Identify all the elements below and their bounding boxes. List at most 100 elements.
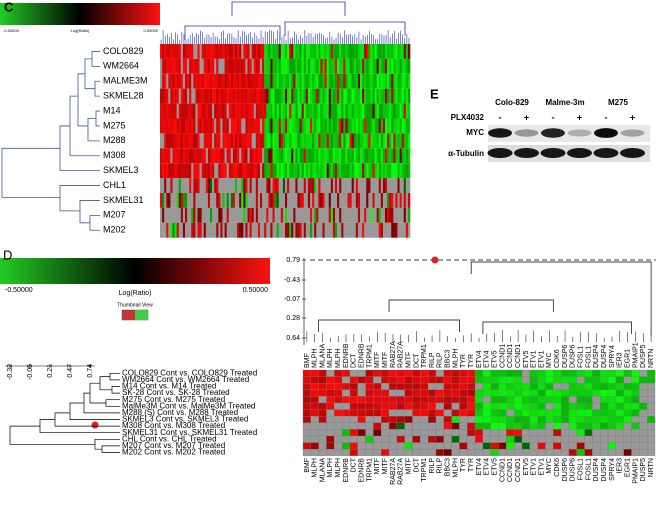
heatmap-cell xyxy=(407,178,411,193)
dendrogram xyxy=(59,125,100,172)
gene-label: DUSP6 xyxy=(562,345,569,368)
heatmap-cell xyxy=(545,435,554,443)
heatmap-cell xyxy=(218,148,221,164)
heatmap-cell xyxy=(295,73,298,89)
heatmap-cell xyxy=(435,389,444,397)
heatmap-cell xyxy=(268,103,271,119)
heatmap-cell xyxy=(207,103,211,119)
axis-label: 0.21 xyxy=(47,364,54,378)
heatmap-cell xyxy=(276,118,280,134)
heatmap-cell xyxy=(257,58,261,74)
heatmap-cell xyxy=(210,163,213,179)
heatmap-cell xyxy=(243,178,246,193)
heatmap-cell xyxy=(320,222,323,238)
heatmap-cell xyxy=(285,148,288,164)
heatmap-cell xyxy=(207,222,211,238)
heatmap-cell xyxy=(389,73,392,89)
heatmap-cell xyxy=(237,207,240,223)
heatmap-cell xyxy=(253,88,257,104)
heatmap-cell xyxy=(245,44,248,59)
heatmap-cell xyxy=(203,193,207,208)
heatmap-cell xyxy=(214,193,217,208)
heatmap-cell xyxy=(341,429,351,437)
heatmap-cell xyxy=(237,58,240,74)
heatmap-cell xyxy=(214,148,217,164)
heatmap-cell xyxy=(245,58,248,74)
heatmap-cell xyxy=(243,103,246,119)
heatmap-cell xyxy=(395,163,398,179)
heatmap-cell xyxy=(318,442,327,450)
heatmap-cell xyxy=(576,402,585,410)
heatmap-cell xyxy=(207,193,211,208)
heatmap-cell xyxy=(314,103,317,119)
heatmap-cell xyxy=(506,429,515,437)
heatmap-cell xyxy=(592,402,601,410)
heatmap-cell xyxy=(404,416,413,423)
heatmap-cell xyxy=(314,73,317,89)
dendrogram xyxy=(105,399,120,407)
heatmap-cell xyxy=(341,422,351,430)
heatmap-cell xyxy=(226,193,230,208)
heatmap-cell xyxy=(322,207,325,223)
heatmap-cell xyxy=(366,58,369,74)
heatmap-cell xyxy=(164,222,167,238)
heatmap-cell xyxy=(293,133,296,149)
heatmap-cell xyxy=(607,409,617,417)
heatmap-cell xyxy=(193,73,196,89)
heatmap-cell xyxy=(232,58,236,74)
heatmap-cell xyxy=(341,73,344,89)
heatmap-cell xyxy=(172,88,175,104)
heatmap-cell xyxy=(474,442,484,450)
heatmap-cell xyxy=(389,58,392,74)
heatmap-cell xyxy=(162,88,165,104)
heatmap-cell xyxy=(226,222,230,238)
heatmap-cell xyxy=(600,422,609,430)
heatmap-cell xyxy=(506,442,515,450)
heatmap-cell xyxy=(529,402,538,410)
heatmap-cell xyxy=(210,193,213,208)
heatmap-cell xyxy=(391,148,394,164)
heatmap-cell xyxy=(185,44,188,59)
gene-label: ETV5 xyxy=(523,458,530,476)
heatmap-cell xyxy=(553,416,562,423)
heatmap-cell xyxy=(247,73,250,89)
heatmap-cell xyxy=(253,222,257,238)
heatmap-cell xyxy=(291,207,294,223)
heatmap-cell xyxy=(498,389,507,397)
heatmap-cell xyxy=(330,118,334,134)
heatmap-cell xyxy=(568,383,577,390)
heatmap-cell xyxy=(337,58,340,74)
heatmap-cell xyxy=(276,163,280,179)
heatmap-cell xyxy=(362,73,365,89)
heatmap-cell xyxy=(412,449,421,456)
heatmap-cell xyxy=(568,376,577,384)
heatmap-cell xyxy=(326,369,335,377)
heatmap-cell xyxy=(364,163,367,179)
heatmap-cell xyxy=(391,73,394,89)
heatmap-cell xyxy=(193,58,196,74)
heatmap-cell xyxy=(330,73,334,89)
band xyxy=(620,148,645,158)
heatmap-cell xyxy=(318,148,321,164)
heatmap-cell xyxy=(378,193,382,208)
heatmap-cell xyxy=(521,396,530,404)
heatmap-cell xyxy=(212,103,215,119)
heatmap-cell xyxy=(174,148,177,164)
heatmap-cell xyxy=(293,73,296,89)
heatmap-cell xyxy=(301,193,305,208)
heatmap-cell xyxy=(328,163,332,179)
heatmap-cell xyxy=(514,429,523,437)
heatmap-cell xyxy=(280,207,284,223)
heatmap-cell xyxy=(310,193,313,208)
heatmap-cell xyxy=(178,222,182,238)
heatmap-cell xyxy=(545,376,554,384)
heatmap-cell xyxy=(260,193,263,208)
gene-label: PMAIP1 xyxy=(632,458,639,484)
axis-label: -0.07 xyxy=(284,296,300,303)
heatmap-cell xyxy=(428,422,437,430)
heatmap-cell xyxy=(295,178,298,193)
heatmap-cell xyxy=(305,73,309,89)
heatmap-cell xyxy=(600,442,609,450)
heatmap-cell xyxy=(428,429,437,437)
heatmap-cell xyxy=(301,88,305,104)
